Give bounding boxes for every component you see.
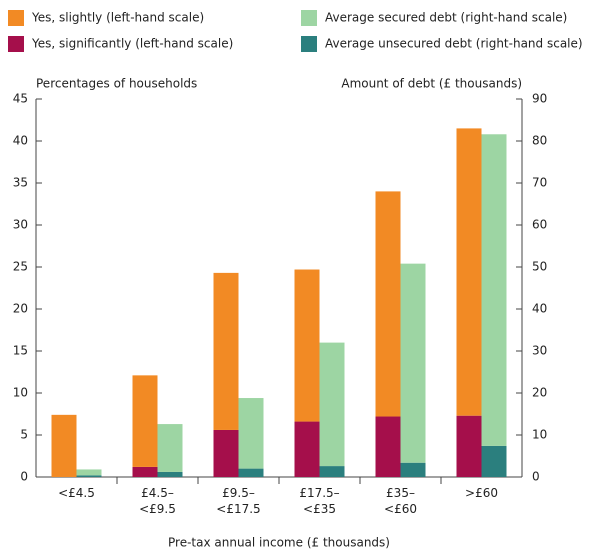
bar: [375, 191, 401, 417]
y2-axis-title: Amount of debt (£ thousands): [341, 77, 522, 91]
bar: [76, 475, 102, 477]
bar: [294, 269, 320, 422]
legend-swatch: [301, 36, 317, 52]
y2-tick-label: 90: [532, 92, 547, 106]
y-tick-label: 10: [13, 386, 28, 400]
x-tick-label: <£4.5: [58, 486, 95, 500]
bar: [375, 416, 401, 477]
y2-tick-label: 40: [532, 302, 547, 316]
x-tick-label: £35– <£60: [384, 486, 417, 516]
bar: [132, 375, 158, 467]
bar: [294, 421, 320, 477]
y-tick-label: 15: [13, 344, 28, 358]
bar: [400, 263, 426, 463]
y-tick-label: 40: [13, 134, 28, 148]
y-axis-title: Percentages of households: [36, 77, 197, 91]
x-tick-label: >£60: [465, 486, 498, 500]
y2-tick-label: 60: [532, 218, 547, 232]
bar: [238, 468, 264, 477]
y2-tick-label: 50: [532, 260, 547, 274]
bar: [51, 414, 77, 477]
y2-tick-label: 10: [532, 428, 547, 442]
legend-swatch: [8, 36, 24, 52]
legend-label: Yes, significantly (left-hand scale): [31, 37, 233, 51]
bar: [213, 429, 239, 477]
y-tick-label: 30: [13, 218, 28, 232]
bar: [319, 342, 345, 467]
y2-tick-label: 0: [532, 470, 540, 484]
y-tick-label: 25: [13, 260, 28, 274]
y-tick-label: 5: [20, 428, 28, 442]
y2-tick-label: 80: [532, 134, 547, 148]
bar: [481, 445, 507, 477]
bar: [456, 415, 482, 477]
y-tick-label: 20: [13, 302, 28, 316]
legend-label: Average secured debt (right-hand scale): [325, 11, 567, 25]
y2-tick-label: 20: [532, 386, 547, 400]
y2-tick-label: 30: [532, 344, 547, 358]
bar: [213, 272, 239, 430]
x-axis-title: Pre-tax annual income (£ thousands): [168, 536, 390, 550]
legend-swatch: [8, 10, 24, 26]
bar: [132, 466, 158, 477]
y-tick-label: 0: [20, 470, 28, 484]
legend-swatch: [301, 10, 317, 26]
y-tick-label: 35: [13, 176, 28, 190]
bar: [400, 462, 426, 477]
bar: [456, 128, 482, 416]
bar: [157, 424, 183, 472]
x-tick-label: £17.5– <£35: [299, 486, 339, 516]
y-tick-label: 45: [13, 92, 28, 106]
bar: [481, 134, 507, 446]
bar: [319, 466, 345, 477]
legend-label: Average unsecured debt (right-hand scale…: [325, 37, 583, 51]
bar: [76, 469, 102, 476]
legend-label: Yes, slightly (left-hand scale): [31, 11, 204, 25]
x-tick-label: £9.5– <£17.5: [216, 486, 260, 516]
bar: [157, 471, 183, 477]
bar: [238, 398, 264, 469]
y2-tick-label: 70: [532, 176, 547, 190]
x-tick-label: £4.5– <£9.5: [139, 486, 176, 516]
